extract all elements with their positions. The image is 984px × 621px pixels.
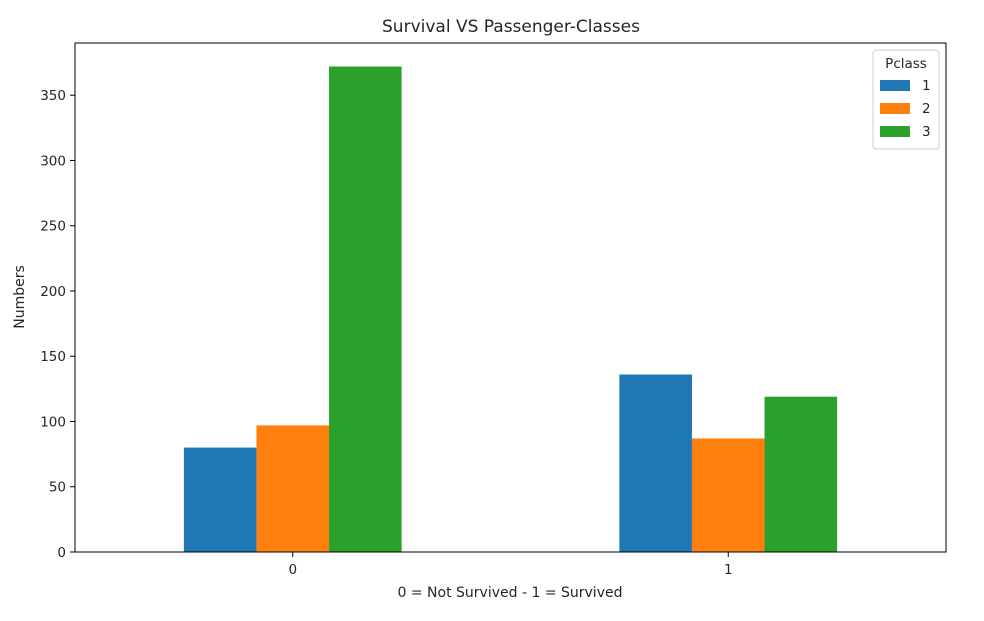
legend-label-3: 3 bbox=[922, 124, 931, 140]
legend-swatch-1 bbox=[880, 80, 910, 91]
legend-swatch-2 bbox=[880, 103, 910, 114]
y-tick-label-350: 350 bbox=[40, 88, 66, 104]
x-axis-label: 0 = Not Survived - 1 = Survived bbox=[398, 585, 623, 601]
y-tick-label-100: 100 bbox=[40, 414, 66, 430]
x-tick-label-1: 1 bbox=[724, 562, 733, 578]
x-tick-label-0: 0 bbox=[288, 562, 297, 578]
bar-cat0-pclass2 bbox=[256, 425, 330, 552]
legend-swatch-3 bbox=[880, 126, 910, 137]
bar-cat1-pclass2 bbox=[691, 438, 765, 552]
y-tick-label-50: 50 bbox=[49, 480, 66, 496]
y-axis-label: Numbers bbox=[12, 265, 28, 329]
y-tick-label-200: 200 bbox=[40, 284, 66, 300]
legend: Pclass 1 2 3 bbox=[872, 49, 940, 150]
bar-cat0-pclass3 bbox=[329, 66, 402, 552]
y-tick-label-0: 0 bbox=[57, 545, 66, 561]
legend-title: Pclass bbox=[885, 56, 927, 72]
bar-cat1-pclass1 bbox=[619, 374, 692, 552]
y-tick-label-250: 250 bbox=[40, 219, 66, 235]
legend-label-1: 1 bbox=[922, 78, 931, 94]
chart-title: Survival VS Passenger-Classes bbox=[382, 17, 640, 37]
y-tick-label-300: 300 bbox=[40, 153, 66, 169]
bar-cat0-pclass1 bbox=[183, 447, 257, 552]
plot-frame bbox=[74, 42, 947, 553]
legend-box bbox=[872, 49, 940, 150]
y-tick-label-150: 150 bbox=[40, 349, 66, 365]
legend-label-2: 2 bbox=[922, 101, 931, 117]
bar-cat1-pclass3 bbox=[764, 396, 838, 552]
bars-group bbox=[183, 66, 838, 552]
y-axis: 0 50 100 150 200 250 300 350 bbox=[40, 88, 75, 561]
